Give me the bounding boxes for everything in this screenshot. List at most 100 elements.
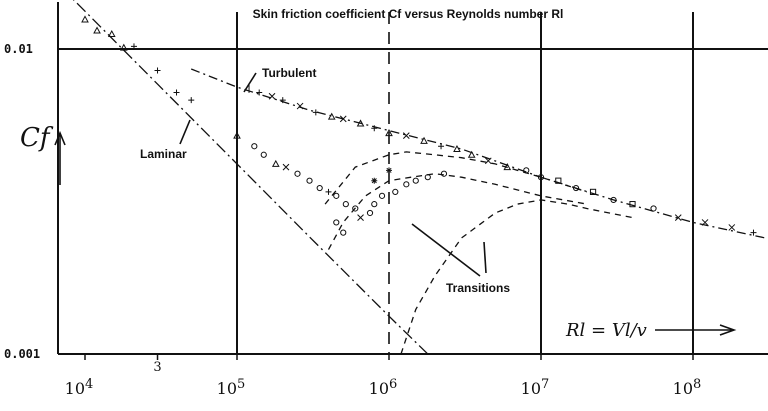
marker-triangle (503, 163, 512, 171)
x-tick-label: 3 (153, 360, 161, 375)
marker-plus (312, 109, 319, 116)
x-tick-exponent: 4 (85, 377, 93, 392)
marker-plus (173, 89, 180, 96)
x-tick-base: 10 (521, 379, 541, 398)
marker-cross (728, 224, 736, 231)
turbulent-leader-line (243, 72, 257, 93)
marker-square (555, 177, 562, 184)
x-tick-label: 107 (521, 377, 550, 398)
marker-triangle (356, 119, 365, 127)
marker-triangle (81, 15, 89, 23)
marker-plus (130, 43, 137, 50)
x-tick-base: 10 (65, 379, 85, 398)
marker-square (629, 201, 636, 208)
marker-circle (371, 201, 378, 208)
series-turbulent-curve-1 (190, 68, 768, 240)
x-tick-label: 106 (369, 377, 398, 398)
series-transitions-curve-3 (327, 173, 587, 250)
x-axis-arrow-head (719, 324, 737, 336)
transitions-leader-line-1 (411, 223, 481, 277)
marker-circle (424, 174, 431, 181)
marker-circle (342, 201, 349, 208)
x-tick-label: 105 (217, 377, 246, 398)
marker-plus (279, 97, 286, 104)
marker-plus (256, 89, 263, 96)
marker-triangle (467, 150, 476, 158)
series-curves (72, 0, 768, 355)
marker-triangle (233, 131, 241, 139)
marker-star (386, 167, 392, 174)
marker-plus (750, 229, 757, 236)
annotation-turbulent: Turbulent (262, 66, 316, 80)
marker-plus (154, 67, 161, 74)
marker-cross (282, 163, 290, 171)
marker-circle (392, 188, 399, 195)
y-axis-label: Cf (20, 123, 66, 185)
marker-circle (610, 196, 617, 204)
annotation-laminar: Laminar (140, 147, 187, 161)
marker-cross (701, 219, 709, 226)
marker-triangle (327, 112, 336, 120)
y-axis-label-text: Cf (20, 123, 54, 153)
marker-cross (402, 132, 410, 139)
marker-plus (188, 97, 195, 104)
x-tick-base: 10 (369, 379, 389, 398)
marker-circle (316, 184, 323, 192)
x-tick-base: 10 (217, 379, 237, 398)
marker-triangle (93, 26, 101, 34)
x-tick-exponent: 8 (693, 377, 701, 392)
y-tick-label: 0.01 (4, 42, 33, 56)
marker-circle (440, 170, 448, 177)
marker-cross (484, 157, 492, 165)
marker-circle (260, 151, 267, 158)
x-tick-exponent: 5 (237, 377, 245, 392)
series-transitions-curve-2 (324, 151, 587, 205)
marker-cross (296, 102, 304, 110)
marker-circle (333, 192, 340, 199)
marker-triangle (385, 129, 393, 137)
marker-cross (357, 214, 364, 221)
y-axis-arrow-head (54, 130, 66, 146)
x-tick-base: 10 (673, 379, 693, 398)
marker-circle (340, 229, 347, 236)
marker-circle (333, 219, 340, 226)
annotation-transitions: Transitions (446, 281, 510, 295)
marker-circle (412, 177, 419, 184)
chart-title: Skin friction coefficient Cf versus Reyn… (253, 7, 564, 21)
marker-cross (339, 115, 347, 123)
marker-circle (650, 205, 657, 212)
marker-circle (366, 209, 374, 217)
marker-plus (325, 188, 332, 195)
y-tick-label: 0.001 (4, 347, 40, 361)
series-transitions-curve-4 (400, 199, 633, 355)
marker-circle (251, 143, 258, 150)
marker-circle (306, 177, 313, 184)
x-tick-exponent: 6 (389, 377, 397, 392)
marker-circle (572, 184, 580, 192)
marker-circle (537, 174, 545, 181)
marker-triangle (271, 159, 280, 167)
axes (57, 2, 768, 360)
transitions-leader-line-2 (483, 241, 487, 274)
laminar-leader-line (179, 119, 191, 145)
marker-square (589, 188, 597, 195)
marker-plus (371, 125, 378, 132)
marker-triangle (453, 144, 461, 153)
grid-lines (58, 12, 768, 354)
x-tick-exponent: 7 (541, 377, 549, 392)
x-tick-label: 108 (673, 377, 702, 398)
marker-triangle (107, 29, 116, 37)
marker-circle (523, 167, 530, 174)
marker-star (371, 177, 378, 184)
marker-cross (268, 92, 276, 100)
marker-plus (438, 143, 445, 150)
x-tick-label: 104 (65, 377, 94, 398)
marker-triangle (119, 43, 128, 51)
marker-circle (352, 205, 359, 212)
x-axis-label: Rl = Vl/v (565, 320, 737, 341)
marker-circle (294, 170, 301, 177)
marker-triangle (420, 136, 428, 144)
series-laminar-curve-0 (72, 0, 429, 355)
